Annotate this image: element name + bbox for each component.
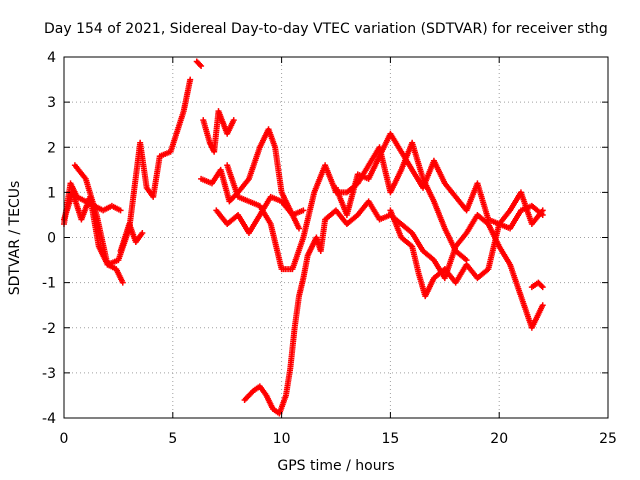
y-tick-label: 2 [47, 140, 56, 156]
y-tick-label: 0 [47, 231, 56, 247]
series-trace-i [224, 139, 470, 273]
y-tick-label: -2 [42, 321, 56, 337]
series-trace-e [193, 58, 205, 70]
plus-marker [117, 207, 124, 214]
y-tick-label: -4 [42, 411, 56, 427]
x-tick-label: 0 [60, 431, 69, 447]
plus-marker [187, 76, 194, 83]
series-trace-d [117, 220, 146, 255]
series-trace-c [61, 189, 126, 286]
x-tick-label: 25 [599, 431, 617, 447]
grid-lines [64, 57, 608, 418]
plus-marker [300, 207, 307, 214]
y-tick-label: 3 [47, 95, 56, 111]
plus-marker [539, 211, 546, 218]
series-trace-b [71, 76, 194, 268]
series-trace-m [528, 279, 546, 291]
plus-marker [139, 229, 146, 236]
x-tick-label: 15 [381, 431, 399, 447]
plus-marker [119, 279, 126, 286]
x-tick-label: 20 [490, 431, 508, 447]
x-axis-title: GPS time / hours [277, 458, 394, 474]
chart-title: Day 154 of 2021, Sidereal Day-to-day VTE… [44, 21, 608, 37]
plus-marker [198, 63, 205, 70]
axis-ticks [64, 57, 608, 418]
y-tick-label: -3 [42, 366, 56, 382]
y-tick-label: 4 [47, 50, 56, 66]
plus-marker [539, 284, 546, 291]
x-tick-label: 5 [168, 431, 177, 447]
x-tick-label: 10 [273, 431, 291, 447]
x-tick-labels: 0 5 10 15 20 25 [60, 431, 617, 447]
series-trace-f [200, 108, 237, 155]
plus-marker [230, 117, 237, 124]
plus-marker [296, 225, 303, 232]
y-tick-labels: -4 -3 -2 -1 0 1 2 3 4 [42, 50, 56, 427]
plus-marker [539, 302, 546, 309]
series-trace-k [333, 130, 546, 227]
y-tick-label: -1 [42, 276, 56, 292]
series-trace-h [213, 193, 307, 236]
data-points [61, 58, 546, 417]
series-trace-l [387, 202, 546, 300]
y-axis-title: SDTVAR / TECUs [7, 181, 23, 296]
y-tick-label: 1 [47, 185, 56, 201]
plus-marker [197, 61, 203, 68]
plus-marker [538, 283, 545, 290]
